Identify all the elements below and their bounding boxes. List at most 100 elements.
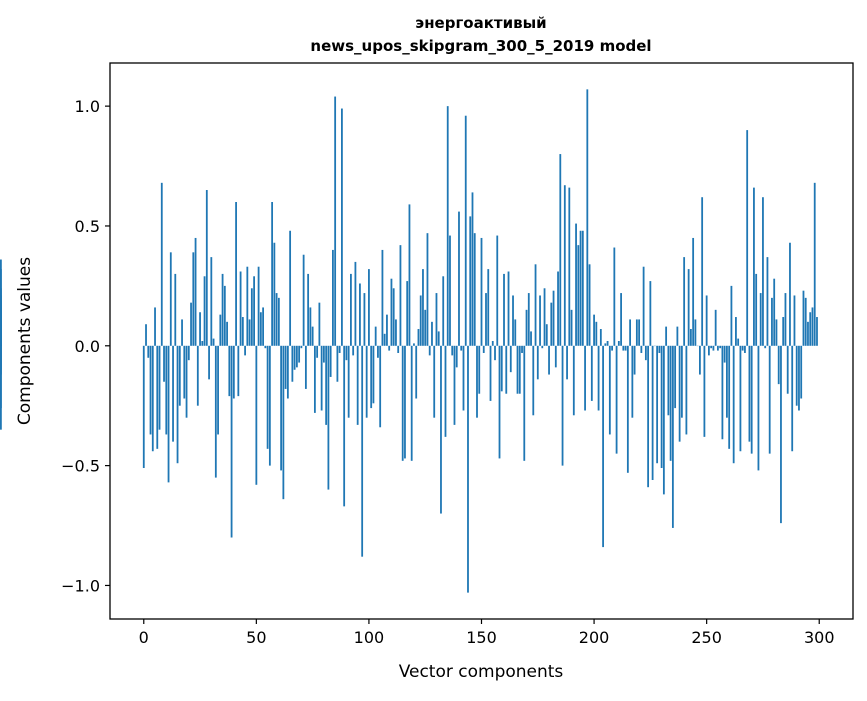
bar [503, 274, 505, 346]
bar [733, 346, 735, 463]
bar [341, 109, 343, 346]
bar [249, 319, 251, 345]
bar [188, 346, 190, 360]
bar [814, 183, 816, 346]
bar [690, 329, 692, 346]
bar [397, 346, 399, 353]
bar [357, 346, 359, 425]
bar [481, 238, 483, 346]
bar [159, 346, 161, 430]
bar [728, 346, 730, 449]
bar [672, 346, 674, 528]
bar [361, 346, 363, 557]
bar [440, 346, 442, 514]
bar [652, 346, 654, 480]
bar [593, 315, 595, 346]
bar [537, 346, 539, 380]
bar [460, 346, 462, 351]
bar [402, 346, 404, 461]
bar [487, 269, 489, 346]
bar [404, 346, 406, 459]
bar [611, 346, 613, 351]
chart-title: энергоактивый [415, 14, 546, 32]
bar [625, 346, 627, 351]
bar [571, 310, 573, 346]
bar [649, 281, 651, 346]
bar [557, 272, 559, 346]
bar [364, 293, 366, 346]
bar [343, 346, 345, 507]
bar [195, 238, 197, 346]
bar [532, 346, 534, 416]
bar [618, 341, 620, 346]
bar [170, 252, 172, 345]
bar [152, 346, 154, 451]
bar [436, 293, 438, 346]
bar [147, 346, 149, 358]
bar [692, 238, 694, 346]
bar [737, 339, 739, 346]
bar [431, 322, 433, 346]
bar [210, 257, 212, 346]
bar [219, 315, 221, 346]
bar [683, 257, 685, 346]
bar [422, 269, 424, 346]
bar [156, 346, 158, 449]
bar [330, 346, 332, 377]
bar [244, 346, 246, 356]
bar [791, 346, 793, 451]
bar [591, 346, 593, 401]
bar [253, 276, 255, 346]
bar [580, 231, 582, 346]
bar [352, 346, 354, 356]
bar [233, 346, 235, 399]
bar [496, 236, 498, 346]
bar [332, 250, 334, 346]
bar [521, 346, 523, 353]
y-tick-label: −1.0 [61, 576, 100, 595]
bar [805, 298, 807, 346]
bar [201, 341, 203, 346]
bar [706, 295, 708, 345]
bar [550, 303, 552, 346]
x-tick-label: 250 [691, 628, 722, 647]
bar [300, 346, 302, 348]
bar [559, 154, 561, 346]
bar [604, 343, 606, 345]
bar [708, 346, 710, 356]
bar [251, 288, 253, 346]
bar [656, 346, 658, 463]
bar [309, 307, 311, 345]
bar [267, 346, 269, 449]
bar [753, 188, 755, 346]
bar [213, 339, 215, 346]
bar [778, 346, 780, 384]
bar [598, 346, 600, 411]
bar [427, 233, 429, 346]
bar [638, 319, 640, 345]
bar [573, 346, 575, 416]
x-axis-label: Vector components [399, 662, 564, 682]
bar [447, 106, 449, 346]
bar [192, 252, 194, 345]
bar [505, 346, 507, 394]
bar [510, 346, 512, 372]
bar [760, 293, 762, 346]
bar [413, 343, 415, 345]
bar [165, 346, 167, 435]
bar [226, 322, 228, 346]
bar [143, 346, 145, 468]
bar [271, 202, 273, 346]
bar [442, 276, 444, 346]
bar [366, 346, 368, 418]
x-tick-label: 150 [466, 628, 497, 647]
bar [217, 346, 219, 435]
bar [451, 346, 453, 356]
bar [566, 346, 568, 380]
bar [379, 346, 381, 427]
y-tick-label: 0.5 [75, 217, 100, 236]
bar [665, 327, 667, 346]
bar [276, 293, 278, 346]
bar [454, 346, 456, 425]
bar [228, 346, 230, 396]
